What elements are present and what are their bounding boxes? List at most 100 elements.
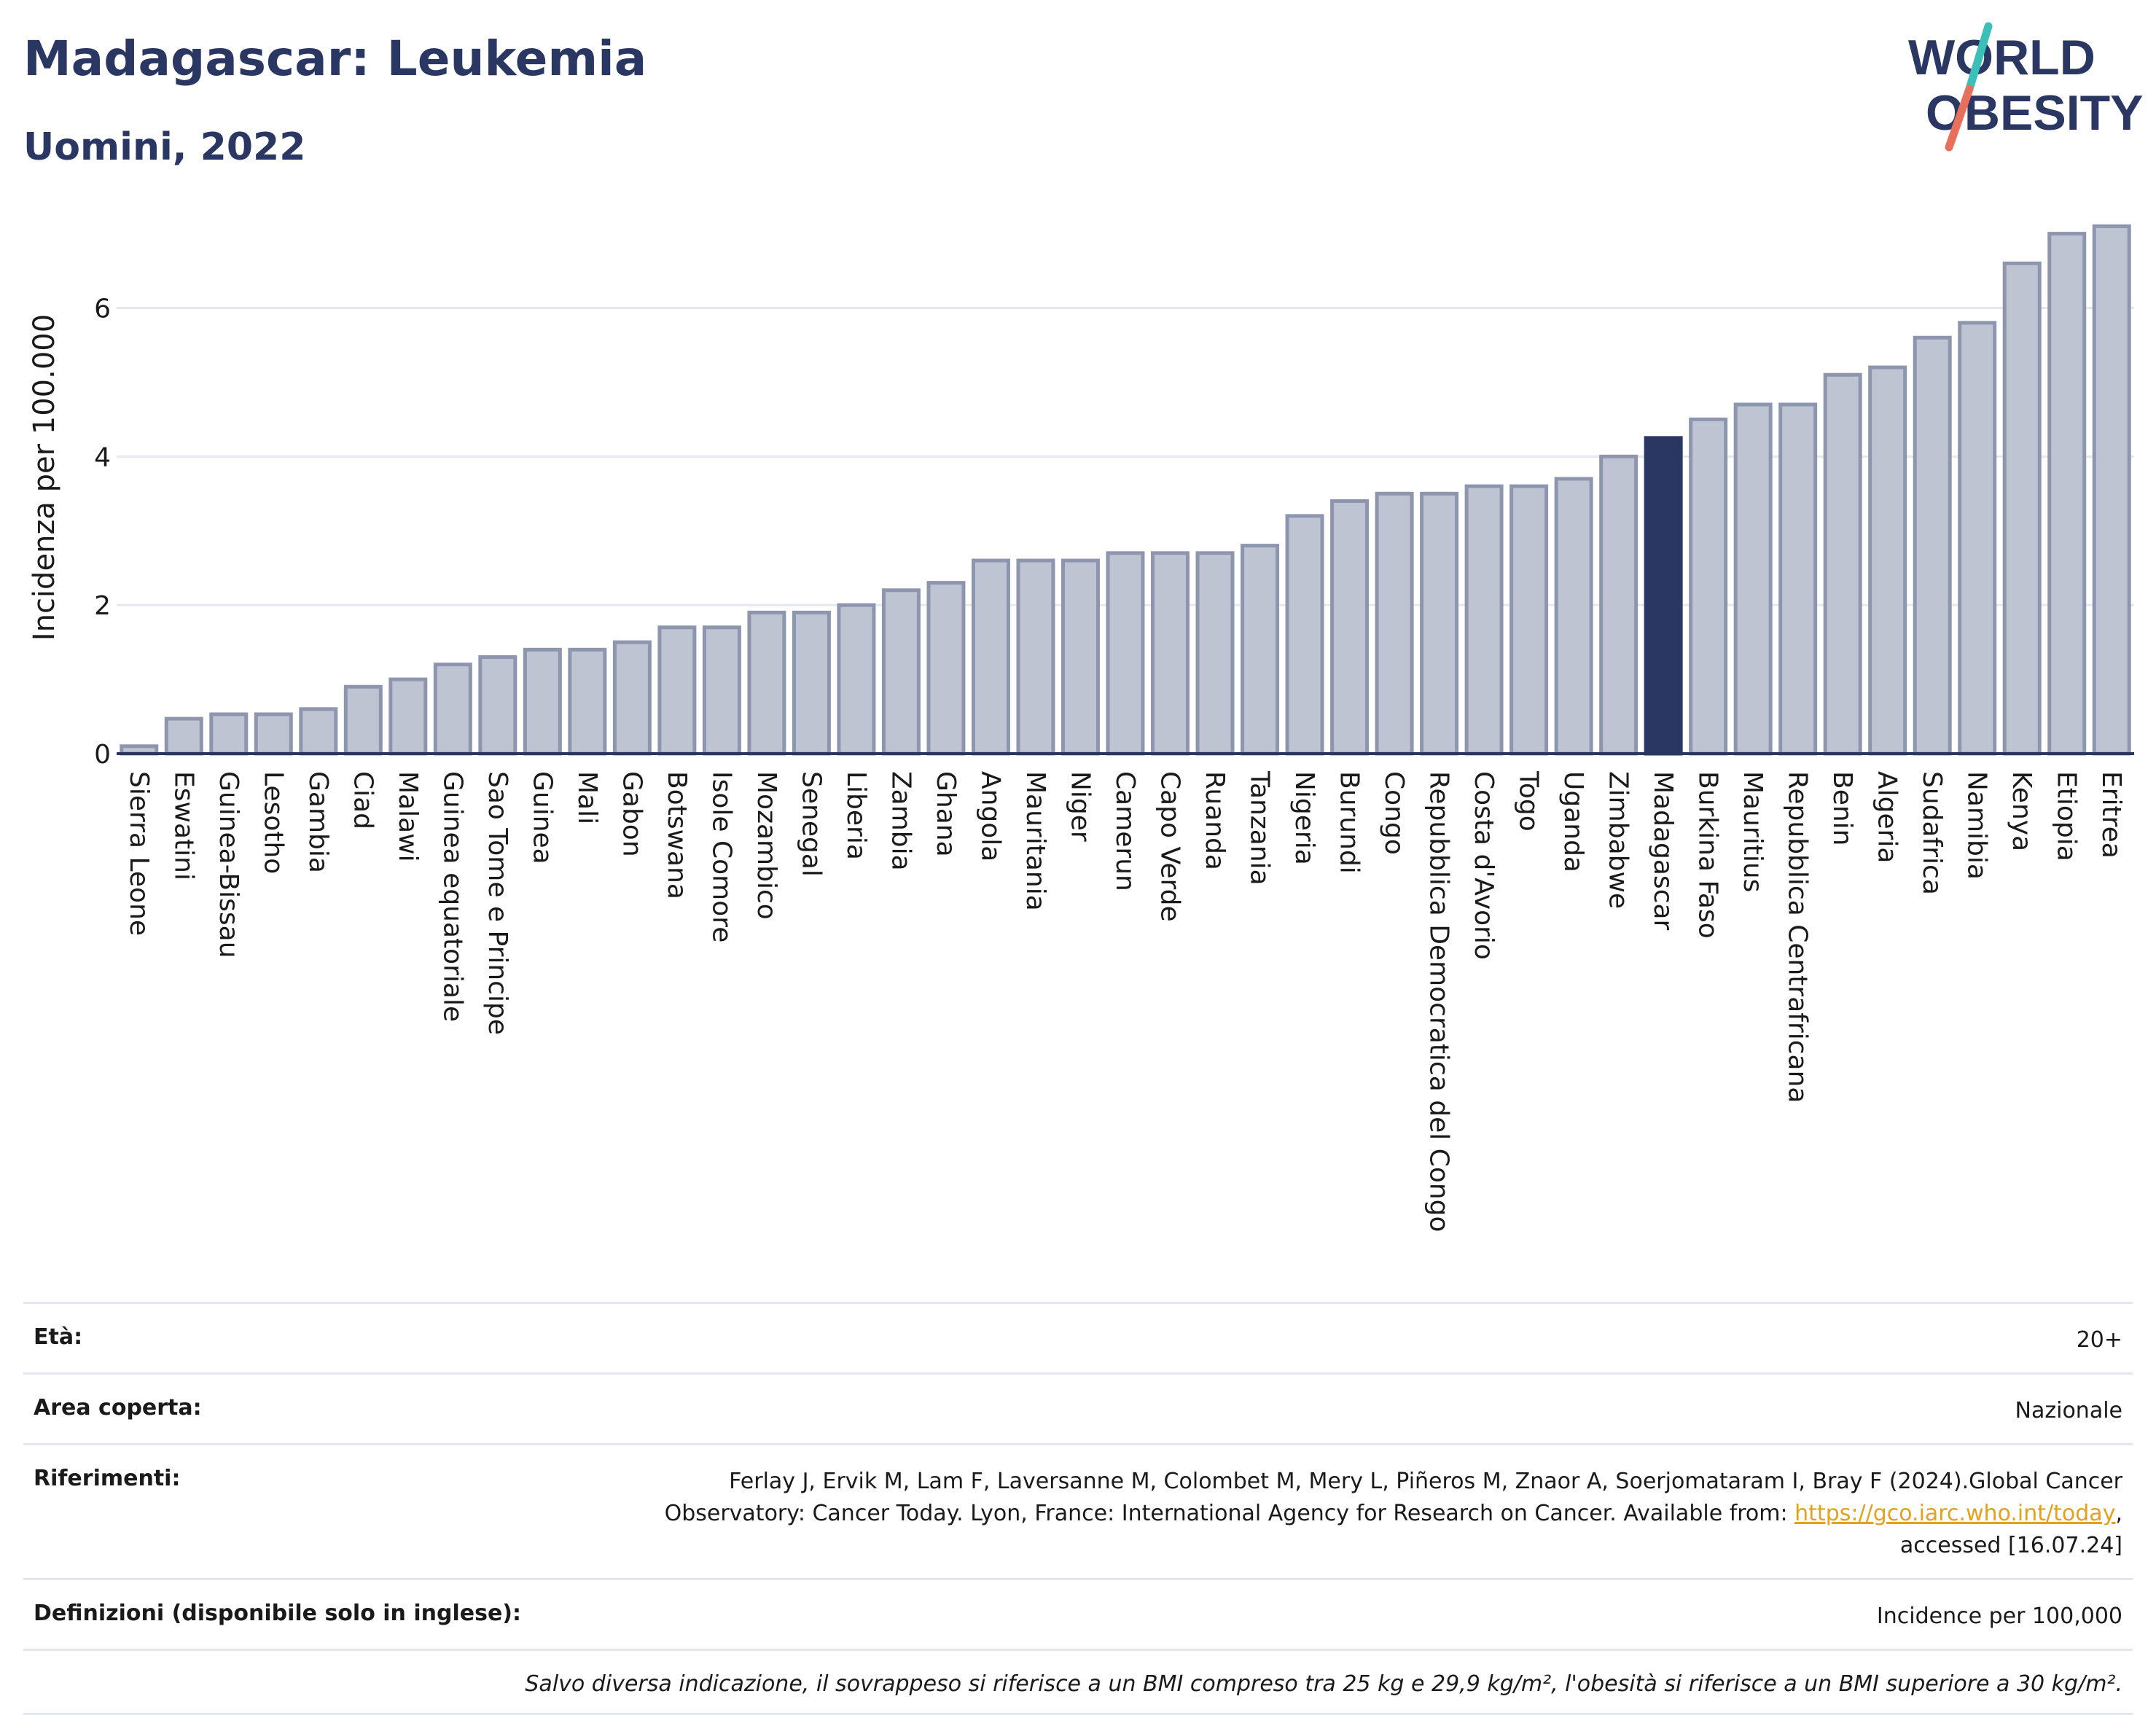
- bar-ruanda: [1195, 551, 1235, 756]
- bar-liberia: [837, 603, 876, 756]
- bar-ghana: [926, 581, 966, 756]
- x-tick-label: Togo: [1514, 770, 1544, 832]
- logo-line-world: WORLD: [1908, 30, 2096, 85]
- x-tick-label: Congo: [1379, 771, 1409, 855]
- x-tick-label: Repubblica Democratica del Congo: [1424, 771, 1454, 1232]
- bar-guinea: [523, 647, 562, 756]
- bar-repubblica-democratica-del-congo: [1420, 491, 1459, 756]
- x-tick-label: Capo Verde: [1155, 771, 1185, 922]
- bar-eritrea: [2092, 224, 2131, 756]
- x-tick-label: Burkina Faso: [1693, 771, 1723, 939]
- bar-zambia: [881, 588, 921, 756]
- info-row-references: Riferimenti: Ferlay J, Ervik M, Lam F, L…: [23, 1443, 2133, 1578]
- references-line-1: Ferlay J, Ervik M, Lam F, Laversanne M, …: [729, 1469, 2122, 1494]
- bar-botswana: [657, 625, 697, 756]
- bar-madagascar: [1644, 436, 1683, 756]
- info-row-area: Area coperta: Nazionale: [23, 1372, 2133, 1443]
- y-tick-label: 6: [94, 294, 111, 324]
- x-tick-label: Madagascar: [1648, 771, 1678, 931]
- bar-ciad: [343, 684, 383, 756]
- area-label: Area coperta:: [34, 1395, 202, 1421]
- references-link[interactable]: https://gco.iarc.who.int/today: [1794, 1501, 2116, 1526]
- bars: [120, 224, 2131, 756]
- x-tick-label: Sudafrica: [1917, 771, 1947, 895]
- bar-mozambico: [747, 610, 786, 756]
- bar-mauritius: [1733, 402, 1773, 756]
- x-tick-label: Etiopia: [2052, 771, 2082, 862]
- x-tick-label: Senegal: [796, 771, 826, 877]
- x-tick-label: Gabon: [617, 771, 647, 857]
- bar-guinea-equatoriale: [433, 663, 472, 756]
- x-tick-label: Liberia: [841, 771, 871, 860]
- x-tick-label: Kenya: [2007, 771, 2036, 851]
- x-tick-label: Lesotho: [258, 771, 288, 874]
- x-tick-label: Camerun: [1110, 771, 1140, 891]
- y-tick-label: 4: [94, 442, 111, 472]
- bar-tanzania: [1241, 544, 1280, 756]
- y-tick-label: 2: [94, 591, 111, 621]
- bar-gabon: [612, 640, 652, 756]
- page-title: Madagascar: Leukemia: [23, 31, 647, 87]
- bar-capo-verde: [1151, 551, 1190, 756]
- x-tick-label: Ghana: [931, 771, 961, 857]
- x-tick-label: Namibia: [1962, 771, 1992, 880]
- bar-sao-tome-e-principe: [478, 655, 517, 756]
- x-tick-label: Botswana: [662, 771, 692, 899]
- x-tick-label: Sao Tome e Principe: [483, 771, 512, 1035]
- bar-namibia: [1958, 321, 1997, 756]
- bar-camerun: [1106, 551, 1145, 756]
- x-tick-label: Ciad: [348, 771, 378, 829]
- x-tick-label: Guinea: [527, 771, 557, 864]
- info-table: Età: 20+ Area coperta: Nazionale Riferim…: [23, 1302, 2133, 1715]
- x-tick-label: Costa d'Avorio: [1469, 771, 1499, 960]
- bar-gambia: [299, 707, 338, 756]
- info-row-note: Salvo diversa indicazione, il sovrappeso…: [23, 1649, 2133, 1715]
- bar-algeria: [1868, 365, 1907, 756]
- area-value: Nazionale: [2015, 1398, 2122, 1423]
- x-tick-labels: Sierra Leone Eswatini Guinea-Bissau Lesotho…: [124, 770, 2126, 1232]
- bar-togo: [1509, 484, 1549, 756]
- page-subtitle: Uomini, 2022: [23, 125, 306, 169]
- world-obesity-logo: WORLD OBESITY: [1908, 22, 2143, 152]
- x-tick-label: Zambia: [886, 771, 915, 871]
- x-tick-label: Isole Comore: [706, 771, 736, 942]
- x-tick-label: Benin: [1827, 771, 1857, 845]
- bar-eswatini: [164, 716, 203, 756]
- bar-congo: [1375, 491, 1414, 756]
- references-label: Riferimenti:: [34, 1466, 181, 1491]
- y-tick-label: 0: [94, 740, 111, 770]
- x-tick-label: Nigeria: [1289, 771, 1319, 865]
- x-tick-label: Uganda: [1558, 771, 1588, 872]
- references-value: Ferlay J, Ervik M, Lam F, Laversanne M, …: [665, 1466, 2122, 1562]
- x-tick-label: Malawi: [393, 771, 423, 862]
- x-tick-label: Eswatini: [168, 771, 198, 880]
- y-axis-label: Incidenza per 100.000: [28, 314, 61, 641]
- info-row-age: Età: 20+: [23, 1302, 2133, 1372]
- bar-zimbabwe: [1599, 454, 1639, 756]
- bar-uganda: [1554, 477, 1593, 756]
- x-tick-label: Ruanda: [1200, 771, 1230, 870]
- logo-slash-bottom: [1945, 85, 1974, 152]
- logo-slash-top: [1965, 22, 1993, 93]
- definitions-label: Definizioni (disponibile solo in inglese…: [34, 1601, 521, 1626]
- bar-mali: [568, 647, 607, 756]
- references-line-2-end: ,: [2115, 1501, 2122, 1526]
- bar-senegal: [792, 610, 831, 756]
- x-tick-label: Algeria: [1872, 771, 1902, 864]
- bar-malawi: [388, 677, 428, 756]
- x-tick-label: Guinea-Bissau: [214, 771, 243, 958]
- references-line-2: Observatory: Cancer Today. Lyon, France:…: [664, 1501, 1795, 1526]
- x-tick-label: Zimbabwe: [1604, 771, 1633, 909]
- x-tick-label: Mauritius: [1738, 771, 1768, 892]
- x-tick-label: Mali: [572, 771, 602, 824]
- y-tick-labels: 0 2 4 6: [94, 294, 111, 770]
- x-tick-label: Repubblica Centrafricana: [1783, 771, 1813, 1103]
- bar-lesotho: [254, 712, 293, 756]
- bar-sudafrica: [1913, 335, 1952, 756]
- x-tick-label: Sierra Leone: [124, 771, 154, 936]
- bar-kenya: [2002, 261, 2042, 756]
- age-label: Età:: [34, 1324, 83, 1350]
- x-tick-label: Mozambico: [751, 771, 781, 920]
- x-tick-label: Niger: [1065, 771, 1095, 842]
- info-row-definitions: Definizioni (disponibile solo in inglese…: [23, 1578, 2133, 1649]
